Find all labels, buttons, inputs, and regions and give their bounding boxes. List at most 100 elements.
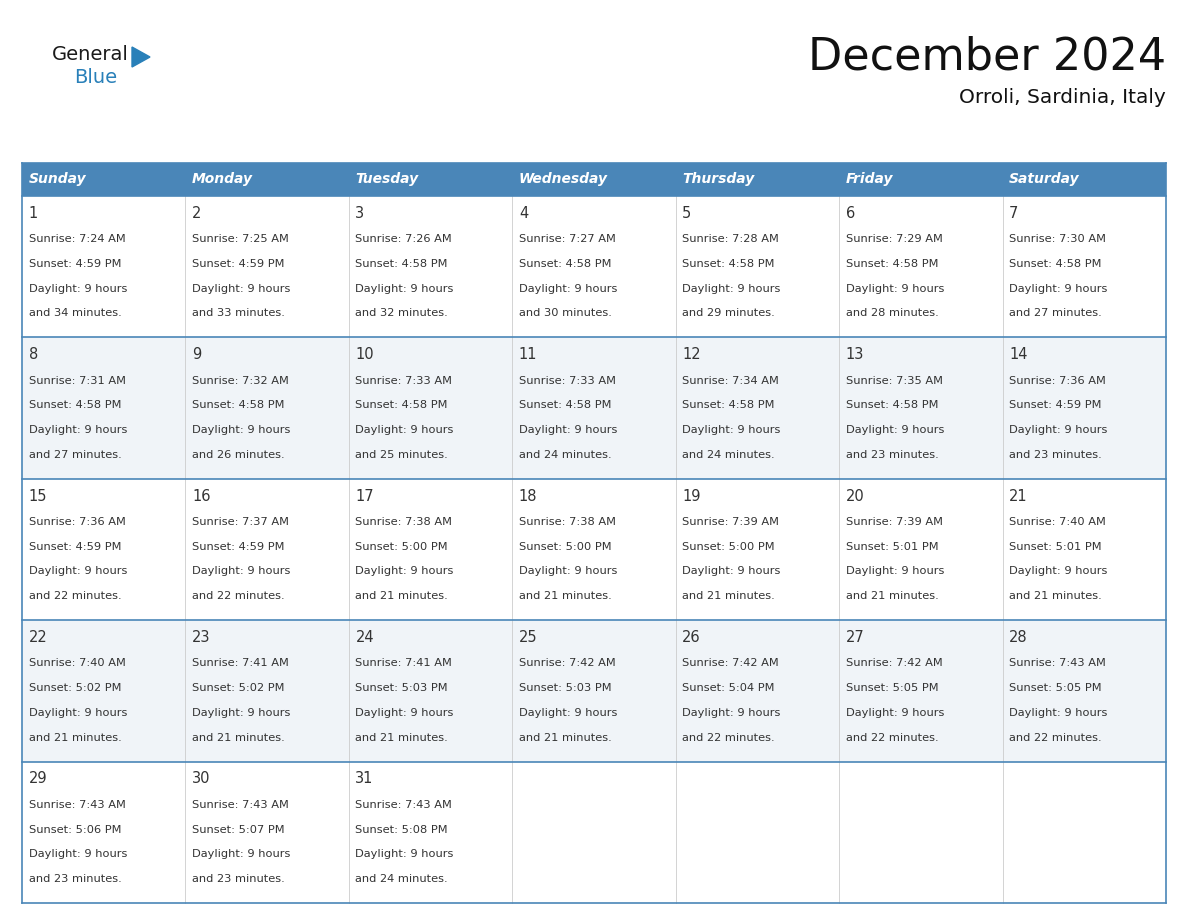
Text: Sunrise: 7:38 AM: Sunrise: 7:38 AM — [519, 517, 615, 527]
Text: 22: 22 — [29, 630, 48, 645]
Text: 25: 25 — [519, 630, 537, 645]
Text: Blue: Blue — [74, 68, 118, 87]
Text: Sunrise: 7:27 AM: Sunrise: 7:27 AM — [519, 234, 615, 244]
Bar — [23, 163, 1165, 196]
Text: Daylight: 9 hours: Daylight: 9 hours — [846, 708, 944, 718]
Text: Sunset: 5:04 PM: Sunset: 5:04 PM — [682, 683, 775, 693]
Text: and 28 minutes.: and 28 minutes. — [846, 308, 939, 319]
Text: Sunset: 4:59 PM: Sunset: 4:59 PM — [192, 542, 284, 552]
Text: Sunrise: 7:43 AM: Sunrise: 7:43 AM — [29, 800, 126, 810]
Bar — [23, 338, 1165, 479]
Text: Sunrise: 7:26 AM: Sunrise: 7:26 AM — [355, 234, 453, 244]
Text: and 23 minutes.: and 23 minutes. — [29, 874, 121, 884]
Text: Daylight: 9 hours: Daylight: 9 hours — [1009, 708, 1107, 718]
Text: Daylight: 9 hours: Daylight: 9 hours — [682, 284, 781, 294]
Text: Orroli, Sardinia, Italy: Orroli, Sardinia, Italy — [959, 88, 1165, 107]
Text: Sunset: 4:59 PM: Sunset: 4:59 PM — [29, 259, 121, 269]
Text: 31: 31 — [355, 771, 374, 787]
Text: Sunrise: 7:38 AM: Sunrise: 7:38 AM — [355, 517, 453, 527]
Text: and 22 minutes.: and 22 minutes. — [846, 733, 939, 743]
Text: Sunrise: 7:36 AM: Sunrise: 7:36 AM — [29, 517, 126, 527]
Text: Sunset: 4:58 PM: Sunset: 4:58 PM — [846, 400, 939, 410]
Text: Daylight: 9 hours: Daylight: 9 hours — [682, 425, 781, 435]
Text: Sunrise: 7:33 AM: Sunrise: 7:33 AM — [355, 375, 453, 386]
Text: 27: 27 — [846, 630, 865, 645]
Text: Sunrise: 7:29 AM: Sunrise: 7:29 AM — [846, 234, 942, 244]
Text: 4: 4 — [519, 206, 529, 221]
Text: and 21 minutes.: and 21 minutes. — [29, 733, 121, 743]
Text: Sunrise: 7:32 AM: Sunrise: 7:32 AM — [192, 375, 289, 386]
Text: and 24 minutes.: and 24 minutes. — [355, 874, 448, 884]
Text: Tuesday: Tuesday — [355, 173, 418, 186]
Text: and 21 minutes.: and 21 minutes. — [355, 591, 448, 601]
Text: Daylight: 9 hours: Daylight: 9 hours — [1009, 425, 1107, 435]
Text: Sunrise: 7:40 AM: Sunrise: 7:40 AM — [1009, 517, 1106, 527]
Text: Sunrise: 7:39 AM: Sunrise: 7:39 AM — [846, 517, 943, 527]
Text: Daylight: 9 hours: Daylight: 9 hours — [192, 849, 290, 859]
Text: Sunday: Sunday — [29, 173, 87, 186]
Text: Daylight: 9 hours: Daylight: 9 hours — [29, 566, 127, 577]
Text: and 21 minutes.: and 21 minutes. — [682, 591, 775, 601]
Text: Daylight: 9 hours: Daylight: 9 hours — [29, 708, 127, 718]
Text: Monday: Monday — [192, 173, 253, 186]
Text: Saturday: Saturday — [1009, 173, 1080, 186]
Text: Daylight: 9 hours: Daylight: 9 hours — [682, 708, 781, 718]
Text: and 22 minutes.: and 22 minutes. — [192, 591, 285, 601]
Text: Sunrise: 7:35 AM: Sunrise: 7:35 AM — [846, 375, 943, 386]
Text: Daylight: 9 hours: Daylight: 9 hours — [519, 425, 618, 435]
Text: 7: 7 — [1009, 206, 1018, 221]
Text: and 22 minutes.: and 22 minutes. — [1009, 733, 1101, 743]
Text: Sunrise: 7:39 AM: Sunrise: 7:39 AM — [682, 517, 779, 527]
Text: Sunset: 5:06 PM: Sunset: 5:06 PM — [29, 824, 121, 834]
Text: Thursday: Thursday — [682, 173, 754, 186]
Text: 2: 2 — [192, 206, 201, 221]
Text: and 34 minutes.: and 34 minutes. — [29, 308, 121, 319]
Text: Sunset: 5:07 PM: Sunset: 5:07 PM — [192, 824, 285, 834]
Text: Sunset: 5:02 PM: Sunset: 5:02 PM — [29, 683, 121, 693]
Text: Sunset: 5:00 PM: Sunset: 5:00 PM — [519, 542, 612, 552]
Text: Daylight: 9 hours: Daylight: 9 hours — [355, 566, 454, 577]
Text: and 33 minutes.: and 33 minutes. — [192, 308, 285, 319]
Text: Daylight: 9 hours: Daylight: 9 hours — [192, 708, 290, 718]
Text: Sunrise: 7:42 AM: Sunrise: 7:42 AM — [846, 658, 942, 668]
Text: Sunrise: 7:41 AM: Sunrise: 7:41 AM — [192, 658, 289, 668]
Text: and 21 minutes.: and 21 minutes. — [519, 591, 612, 601]
Text: Sunset: 4:58 PM: Sunset: 4:58 PM — [519, 400, 612, 410]
Text: Sunset: 4:58 PM: Sunset: 4:58 PM — [355, 259, 448, 269]
Text: Sunset: 4:59 PM: Sunset: 4:59 PM — [29, 542, 121, 552]
Text: Sunset: 4:59 PM: Sunset: 4:59 PM — [1009, 400, 1101, 410]
Text: and 32 minutes.: and 32 minutes. — [355, 308, 448, 319]
Text: Sunrise: 7:30 AM: Sunrise: 7:30 AM — [1009, 234, 1106, 244]
Text: Daylight: 9 hours: Daylight: 9 hours — [192, 284, 290, 294]
Text: Sunset: 5:01 PM: Sunset: 5:01 PM — [1009, 542, 1101, 552]
Text: 3: 3 — [355, 206, 365, 221]
Text: Sunrise: 7:42 AM: Sunrise: 7:42 AM — [682, 658, 779, 668]
Text: 6: 6 — [846, 206, 855, 221]
Text: Daylight: 9 hours: Daylight: 9 hours — [29, 284, 127, 294]
Text: Daylight: 9 hours: Daylight: 9 hours — [846, 566, 944, 577]
Text: 30: 30 — [192, 771, 210, 787]
Text: Sunset: 4:59 PM: Sunset: 4:59 PM — [192, 259, 284, 269]
Text: Daylight: 9 hours: Daylight: 9 hours — [192, 566, 290, 577]
Text: 11: 11 — [519, 347, 537, 363]
Text: 21: 21 — [1009, 488, 1028, 504]
Text: and 21 minutes.: and 21 minutes. — [519, 733, 612, 743]
Text: 24: 24 — [355, 630, 374, 645]
Text: 9: 9 — [192, 347, 201, 363]
Text: 29: 29 — [29, 771, 48, 787]
Text: Sunrise: 7:43 AM: Sunrise: 7:43 AM — [1009, 658, 1106, 668]
Text: 28: 28 — [1009, 630, 1028, 645]
Text: Sunrise: 7:34 AM: Sunrise: 7:34 AM — [682, 375, 779, 386]
Text: Daylight: 9 hours: Daylight: 9 hours — [1009, 566, 1107, 577]
Text: Sunset: 5:03 PM: Sunset: 5:03 PM — [519, 683, 612, 693]
Text: and 29 minutes.: and 29 minutes. — [682, 308, 775, 319]
Text: 18: 18 — [519, 488, 537, 504]
Text: Sunrise: 7:43 AM: Sunrise: 7:43 AM — [192, 800, 289, 810]
Text: Sunrise: 7:31 AM: Sunrise: 7:31 AM — [29, 375, 126, 386]
Text: and 26 minutes.: and 26 minutes. — [192, 450, 285, 460]
Text: Sunset: 4:58 PM: Sunset: 4:58 PM — [1009, 259, 1101, 269]
Text: Daylight: 9 hours: Daylight: 9 hours — [846, 425, 944, 435]
Text: 19: 19 — [682, 488, 701, 504]
Text: and 21 minutes.: and 21 minutes. — [1009, 591, 1101, 601]
Text: and 23 minutes.: and 23 minutes. — [192, 874, 285, 884]
